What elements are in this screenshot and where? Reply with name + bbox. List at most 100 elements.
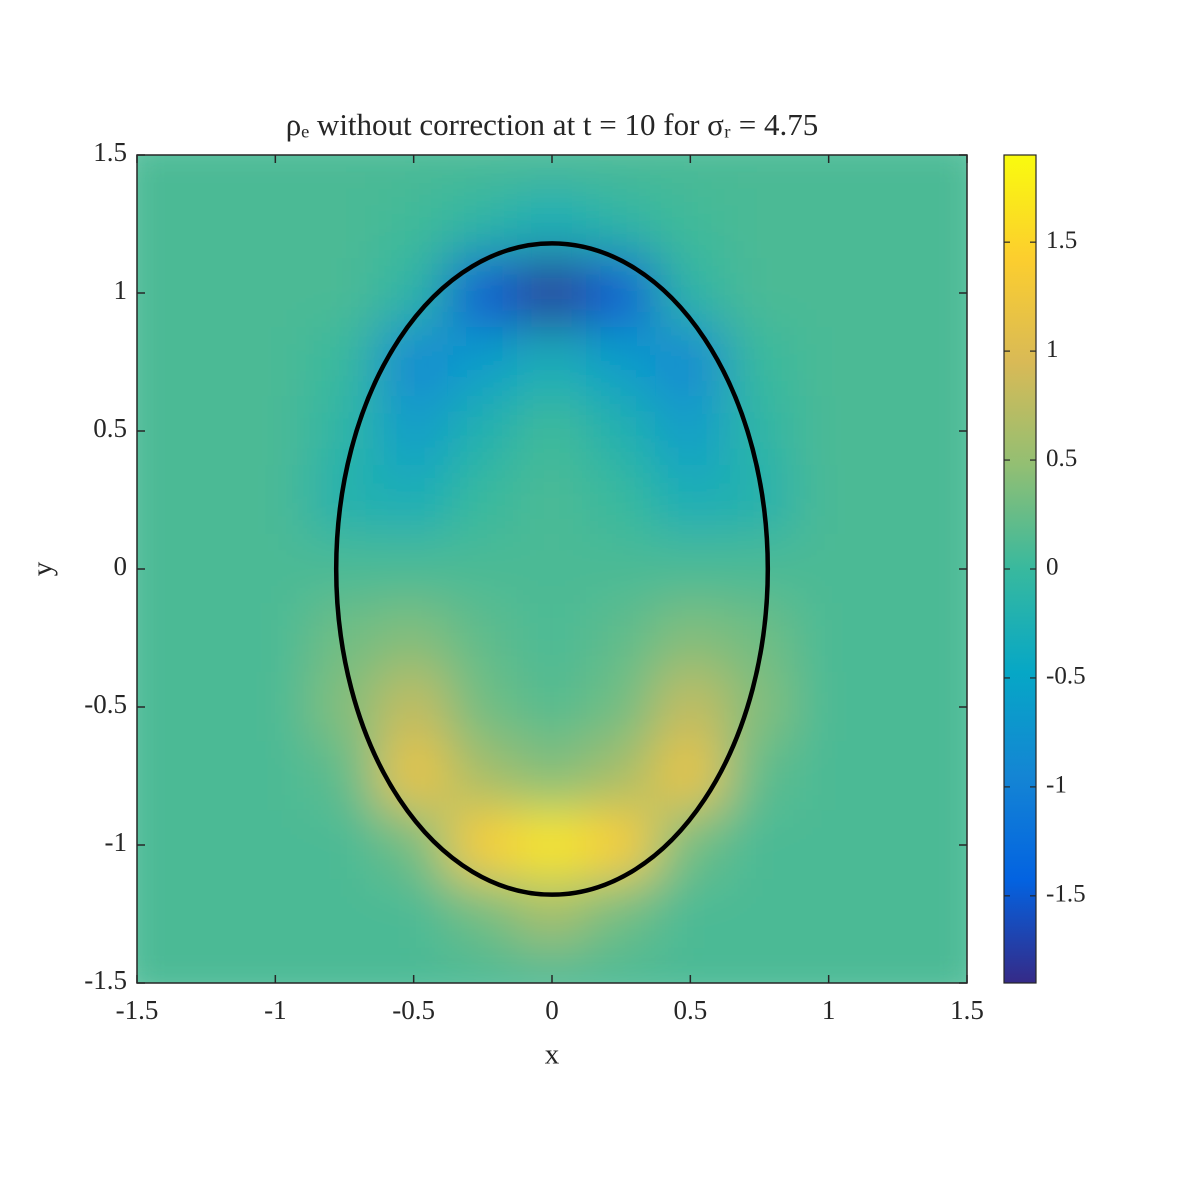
heat-cell <box>516 603 588 673</box>
y-tick-label: 0.5 <box>93 413 127 443</box>
heat-cell <box>309 396 380 466</box>
heat-cell <box>137 948 173 983</box>
heat-cell <box>862 534 933 604</box>
colorbar-tick-label: -0.5 <box>1046 663 1086 690</box>
heat-cell <box>862 948 933 983</box>
heat-cell <box>240 396 311 466</box>
heat-cell <box>240 879 311 949</box>
heat-cell <box>171 396 242 466</box>
heat-cell <box>724 327 795 397</box>
x-tick-label: -1.5 <box>116 995 159 1025</box>
heat-cell <box>586 189 657 259</box>
colorbar-tick-label: 1.5 <box>1046 227 1077 254</box>
x-axis-label: x <box>545 1039 560 1071</box>
heat-cell <box>862 258 933 328</box>
heat-cell <box>655 189 726 259</box>
heat-cell <box>171 189 242 259</box>
x-tick-label: 0 <box>545 995 559 1025</box>
boundary-ellipse <box>333 241 771 897</box>
heat-cell <box>931 155 967 190</box>
heat-cell <box>793 258 864 328</box>
heat-cell <box>240 189 311 259</box>
chart-title: ρₑ without correction at t = 10 for σᵣ =… <box>286 107 818 142</box>
heat-cell <box>309 810 380 880</box>
heat-cell <box>931 327 967 397</box>
heat-cell <box>447 155 518 190</box>
heat-cell <box>378 603 449 673</box>
heat-cell <box>171 879 242 949</box>
heat-cell <box>655 603 726 673</box>
heat-cell <box>240 672 311 742</box>
heat-cell <box>793 879 864 949</box>
heat-cell <box>793 672 864 742</box>
heat-cell <box>137 155 173 190</box>
heat-cell <box>240 327 311 397</box>
heat-cell <box>655 672 726 742</box>
x-tick-label: 0.5 <box>673 995 707 1025</box>
y-tick-label: 1 <box>114 275 128 305</box>
heat-cell <box>793 396 864 466</box>
heat-cell <box>586 396 657 466</box>
heat-cell <box>793 465 864 535</box>
heat-cell <box>516 879 588 949</box>
heat-cell <box>378 465 449 535</box>
heat-cell <box>137 327 173 397</box>
heat-cell <box>862 465 933 535</box>
y-axis-label: y <box>27 561 59 576</box>
heat-cell <box>586 810 657 880</box>
heat-cell <box>655 327 726 397</box>
heat-cell <box>309 327 380 397</box>
heat-cell <box>137 879 173 949</box>
heat-cell <box>724 189 795 259</box>
heat-cell <box>378 327 449 397</box>
heat-cell <box>931 603 967 673</box>
heat-cell <box>586 672 657 742</box>
heat-cell <box>862 396 933 466</box>
heat-cell <box>240 534 311 604</box>
heat-cell <box>724 948 795 983</box>
heat-cell <box>931 189 967 259</box>
heat-cell <box>931 948 967 983</box>
heat-cell <box>655 396 726 466</box>
heat-cell <box>516 534 588 604</box>
heat-cell <box>309 534 380 604</box>
heat-cell <box>724 741 795 811</box>
x-tick-label: -1 <box>264 995 287 1025</box>
heat-cell <box>586 879 657 949</box>
x-tick-label: 1.5 <box>950 995 984 1025</box>
heat-cell <box>137 465 173 535</box>
heat-cell <box>655 465 726 535</box>
heat-cell <box>309 258 380 328</box>
heat-cell <box>862 327 933 397</box>
heat-cell <box>171 465 242 535</box>
heat-cell <box>724 258 795 328</box>
heat-cell <box>240 465 311 535</box>
heat-cell <box>586 155 657 190</box>
heat-cell <box>171 741 242 811</box>
heat-cell <box>447 741 518 811</box>
heat-cell <box>171 810 242 880</box>
heat-cell <box>931 879 967 949</box>
heat-cell <box>240 603 311 673</box>
heat-cell <box>378 534 449 604</box>
heat-cell <box>655 879 726 949</box>
heat-cell <box>655 741 726 811</box>
heat-cell <box>793 603 864 673</box>
y-tick-label: -0.5 <box>84 689 127 719</box>
heat-cell <box>378 741 449 811</box>
y-tick-label: 0 <box>114 551 128 581</box>
heat-cell <box>724 155 795 190</box>
heat-cell <box>240 741 311 811</box>
x-tick-label: -0.5 <box>392 995 435 1025</box>
heat-cell <box>793 810 864 880</box>
heat-cell <box>586 603 657 673</box>
colorbar-tick-label: -1 <box>1046 772 1067 799</box>
heat-cell <box>724 672 795 742</box>
heat-cell <box>137 603 173 673</box>
heat-cell <box>516 327 588 397</box>
heat-cell <box>655 534 726 604</box>
heat-cell <box>309 879 380 949</box>
heat-cell <box>171 534 242 604</box>
colorbar-tick-label: 1 <box>1046 336 1059 363</box>
